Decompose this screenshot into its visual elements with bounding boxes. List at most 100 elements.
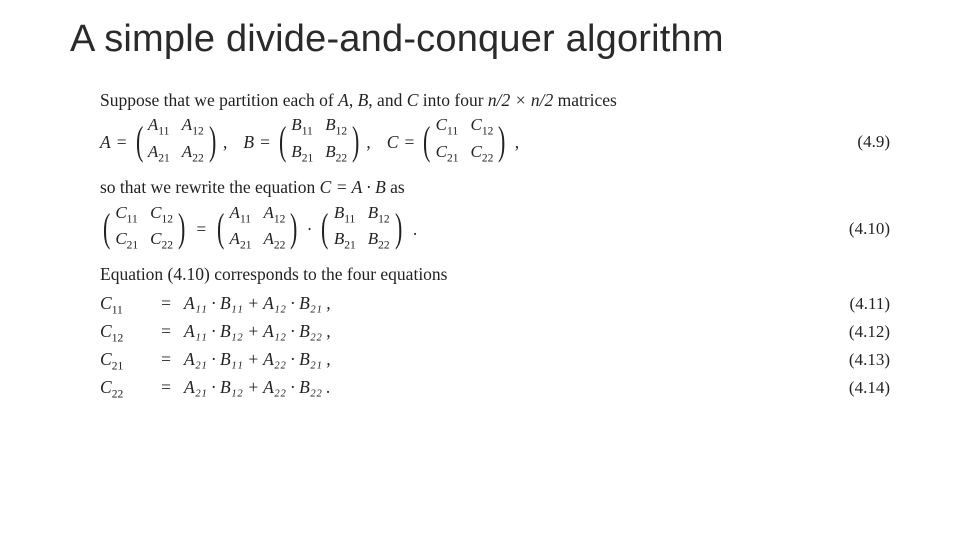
paren-left: ( — [321, 212, 328, 244]
cell-sub: 21 — [158, 152, 170, 164]
cell-sub: 12 — [482, 126, 494, 138]
cell-sub: 12 — [336, 126, 348, 138]
slide-title: A simple divide-and-conquer algorithm — [70, 18, 900, 61]
cell-sub: 11 — [344, 213, 355, 225]
eq-number: (4.14) — [829, 377, 890, 399]
equals: = — [400, 131, 418, 153]
matrix-c: ( C11 C12 C21 C22 ) — [100, 203, 188, 256]
sym-b: B — [243, 131, 254, 153]
cell-sub: 11 — [158, 126, 169, 138]
rhs: A₂₁ · B₁₂ + A₂₂ · B₂₂ . — [184, 376, 331, 398]
cell-sub: 11 — [127, 213, 138, 225]
cell-sub: 22 — [274, 239, 286, 251]
paren-right: ) — [395, 212, 402, 244]
cell: C — [471, 115, 482, 134]
matrix-b-grid: B11 B12 B21 B22 — [332, 203, 392, 256]
cell: B — [325, 142, 335, 161]
eq-number: (4.10) — [829, 218, 890, 240]
equals: = — [148, 320, 184, 342]
cell: A — [263, 229, 273, 248]
rhs: A₁₁ · B₁₂ + A₁₂ · B₂₂ , — [184, 320, 331, 342]
matrix-b-grid: B11 B12 B21 B22 — [289, 115, 349, 168]
cell: A — [230, 229, 240, 248]
cell: C — [471, 142, 482, 161]
eq-number: (4.11) — [830, 293, 890, 315]
cell: C — [150, 203, 161, 222]
eq-4-9-content: A = ( A11 A12 A21 A22 ) , B = ( — [100, 115, 519, 168]
paren-right: ) — [290, 212, 297, 244]
dot-operator: · — [303, 218, 317, 240]
cell-sub: 21 — [127, 239, 139, 251]
matrix-c-grid: C11 C12 C21 C22 — [113, 203, 175, 256]
lhs-letter: C — [100, 321, 112, 341]
cell: B — [325, 115, 335, 134]
paren-right: ) — [209, 125, 216, 157]
lhs-letter: C — [100, 293, 112, 313]
matrix-b: ( B11 B12 B21 B22 ) — [318, 203, 404, 256]
period: . — [407, 218, 417, 240]
paren-left: ( — [423, 125, 430, 157]
cell: C — [436, 142, 447, 161]
cell: A — [148, 142, 158, 161]
cell-sub: 22 — [162, 239, 174, 251]
eq-cab: C = A · B — [320, 177, 386, 197]
lhs-sub: 22 — [112, 389, 124, 401]
matrix-a: ( A11 A12 A21 A22 ) — [214, 203, 300, 256]
cell-sub: 11 — [240, 213, 251, 225]
equals: = — [190, 218, 212, 240]
cell: C — [436, 115, 447, 134]
four-equations: C11 = A₁₁ · B₁₁ + A₁₂ · B₂₁ , (4.11) C12… — [100, 292, 890, 403]
cell: C — [115, 229, 126, 248]
paragraph-3: Equation (4.10) corresponds to the four … — [100, 263, 890, 285]
comma: , — [364, 131, 384, 153]
cell: B — [291, 142, 301, 161]
lhs-sub: 11 — [112, 304, 123, 316]
paren-right: ) — [178, 212, 185, 244]
cell: C — [150, 229, 161, 248]
cell: A — [182, 142, 192, 161]
sym-nhalf: n/2 × n/2 — [488, 90, 553, 110]
lhs-letter: C — [100, 349, 112, 369]
comma: , — [221, 131, 241, 153]
cell-sub: 12 — [378, 213, 390, 225]
paren-right: ) — [498, 125, 505, 157]
cell-sub: 12 — [192, 126, 204, 138]
lhs-letter: C — [100, 377, 112, 397]
equation-4-9: A = ( A11 A12 A21 A22 ) , B = ( — [100, 115, 890, 168]
paren-right: ) — [352, 125, 359, 157]
equation-4-11: C11 = A₁₁ · B₁₁ + A₁₂ · B₂₁ , (4.11) — [100, 292, 890, 318]
sym-c: C — [407, 90, 419, 110]
eq-4-10-content: ( C11 C12 C21 C22 ) = ( A11 A12 A21 — [100, 203, 417, 256]
text: Suppose that we partition each of — [100, 90, 338, 110]
cell: B — [334, 203, 344, 222]
lhs-sub: 21 — [112, 361, 124, 373]
cell-sub: 22 — [336, 152, 348, 164]
eq-number: (4.9) — [837, 131, 890, 153]
matrix-a: ( A11 A12 A21 A22 ) — [133, 115, 219, 168]
text: , and — [368, 90, 406, 110]
cell-sub: 11 — [447, 126, 458, 138]
text: so that we rewrite the equation — [100, 177, 320, 197]
equation-4-12: C12 = A₁₁ · B₁₂ + A₁₂ · B₂₂ , (4.12) — [100, 320, 890, 346]
equation-4-10: ( C11 C12 C21 C22 ) = ( A11 A12 A21 — [100, 203, 890, 256]
comma: , — [511, 131, 519, 153]
equals: = — [148, 348, 184, 370]
cell: A — [230, 203, 240, 222]
slide-body: Suppose that we partition each of A, B , … — [70, 89, 900, 403]
text: into four — [418, 90, 488, 110]
paren-left: ( — [279, 125, 286, 157]
equation-4-14: C22 = A₂₁ · B₁₂ + A₂₂ · B₂₂ . (4.14) — [100, 376, 890, 402]
cell-sub: 21 — [447, 152, 459, 164]
equals: = — [148, 292, 184, 314]
cell-sub: 12 — [162, 213, 174, 225]
matrix-b: ( B11 B12 B21 B22 ) — [276, 115, 362, 168]
paren-left: ( — [103, 212, 110, 244]
cell-sub: 21 — [344, 239, 356, 251]
eq-number: (4.12) — [829, 321, 890, 343]
eq-number: (4.13) — [829, 349, 890, 371]
cell-sub: 21 — [240, 239, 252, 251]
paren-left: ( — [217, 212, 224, 244]
cell-sub: 11 — [302, 126, 313, 138]
cell: A — [148, 115, 158, 134]
equals: = — [148, 376, 184, 398]
